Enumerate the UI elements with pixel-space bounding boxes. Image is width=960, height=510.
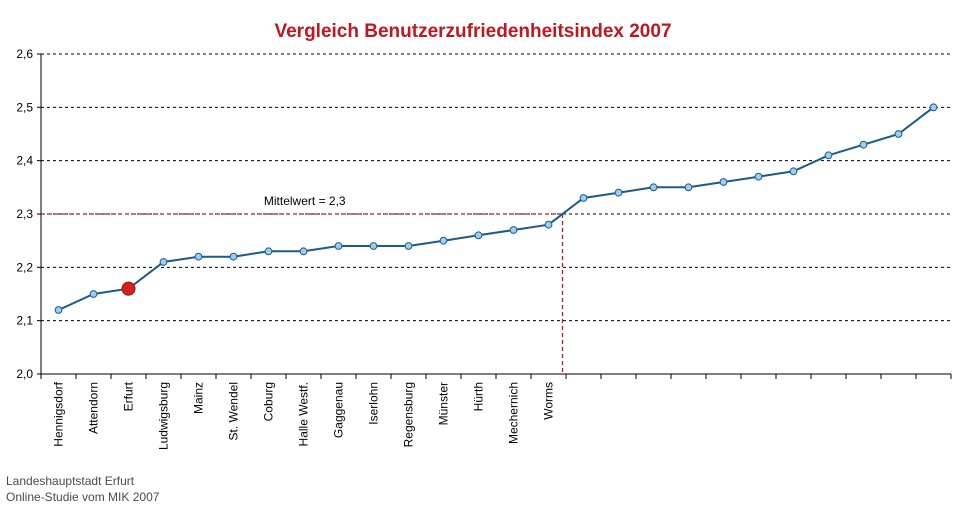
x-tick-label: Gaggenau [332,382,346,438]
data-point [159,258,168,266]
data-point [404,242,413,250]
series-line [58,106,935,311]
x-tick-label: St. Wendel [227,382,241,440]
gridlines [41,53,951,322]
y-tick-label: 2,4 [16,154,33,168]
x-tick-label: Mainz [192,382,206,414]
x-tick-label: Halle Westf. [297,382,311,446]
data-point [369,242,378,250]
x-tick-label: Attendorn [87,382,101,434]
y-tick-label: 2,1 [16,314,33,328]
data-point [509,226,518,234]
line-chart: Vergleich Benutzerzufriedenheitsindex 20… [16,21,952,450]
data-point [894,130,903,138]
x-tick-label: Ludwigsburg [157,382,171,450]
data-points [54,103,938,314]
reference-line-group: Mittelwert = 2,3 [41,194,564,374]
footer-source: Landeshauptstadt Erfurt [6,474,135,488]
y-tick-label: 2,5 [16,100,33,114]
data-point [299,247,308,256]
x-tick-label: Hennigsdorf [52,381,66,446]
reference-label: Mittelwert = 2,3 [264,194,346,208]
data-point [789,167,798,176]
x-tick-label: Erfurt [122,381,136,411]
y-tick-label: 2,3 [16,207,33,221]
data-point [544,220,553,229]
x-tick-label: Mechernich [507,382,521,444]
data-point [229,252,238,261]
y-axis-ticks: 2,0 2,1 2,2 2,3 2,4 2,5 2,6 [16,47,41,381]
x-tick-label: Münster [437,382,451,425]
y-tick-label: 2,6 [16,47,33,61]
data-point [929,103,938,112]
data-point [684,183,693,192]
x-tick-label: Hürth [472,382,486,411]
x-tick-label: Worms [542,382,556,420]
data-point [579,194,588,202]
data-point [824,151,833,160]
y-tick-label: 2,0 [16,367,33,381]
data-point [334,242,343,250]
data-point [264,247,273,256]
data-point [859,140,868,149]
data-point [89,290,98,298]
data-point [439,236,448,245]
x-tick-label: Regensburg [402,382,416,447]
x-tick-label: Iserlohn [367,382,381,425]
highlight-point [121,281,136,296]
x-axis-ticks: Hennigsdorf Attendorn Erfurt Ludwigsburg Mai… [40,374,952,450]
series-line-group [58,106,935,311]
data-point [754,172,763,181]
chart-title: Vergleich Benutzerzufriedenheitsindex 20… [274,21,671,42]
x-tick-label: Coburg [262,382,276,421]
footer-study: Online-Studie vom MIK 2007 [6,490,160,504]
y-tick-label: 2,2 [16,260,33,274]
data-point [614,188,623,197]
data-point [194,252,203,261]
data-point [719,178,728,186]
data-point [649,183,658,192]
data-point [54,306,63,314]
data-point [474,231,483,240]
